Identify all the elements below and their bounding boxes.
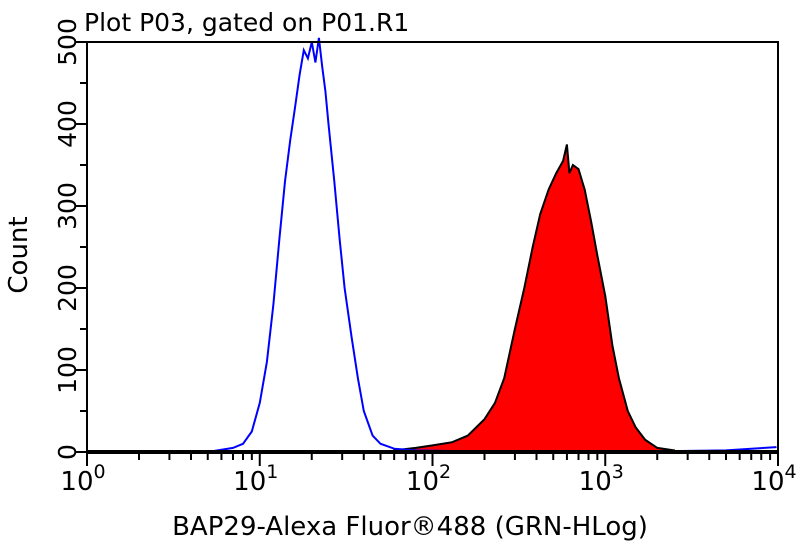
sample-histogram-filled (394, 145, 674, 453)
x-tick-label: 100 (60, 461, 105, 497)
y-tick-label: 100 (53, 346, 82, 394)
x-axis-label: BAP29-Alexa Fluor®488 (GRN-HLog) (172, 512, 648, 542)
y-tick-labels: 0 100 200 300 400 500 (53, 18, 82, 460)
y-tick-label: 0 (53, 444, 82, 460)
x-tick-label: 102 (406, 461, 451, 497)
x-tick-label: 101 (233, 461, 278, 497)
y-tick-label: 500 (53, 18, 82, 66)
y-axis-label: Count (4, 216, 34, 293)
x-tick-label: 104 (751, 461, 796, 497)
y-tick-label: 200 (53, 264, 82, 312)
y-tick-label: 300 (53, 182, 82, 230)
axis-ticks (75, 42, 778, 466)
chart-title: Plot P03, gated on P01.R1 (84, 8, 409, 37)
control-histogram-outline (208, 38, 777, 452)
y-tick-label: 400 (53, 100, 82, 148)
x-tick-label: 103 (579, 461, 624, 497)
series-layer (208, 38, 777, 452)
plot-frame (87, 42, 778, 452)
x-tick-labels: 100 101 102 103 104 (60, 461, 796, 497)
